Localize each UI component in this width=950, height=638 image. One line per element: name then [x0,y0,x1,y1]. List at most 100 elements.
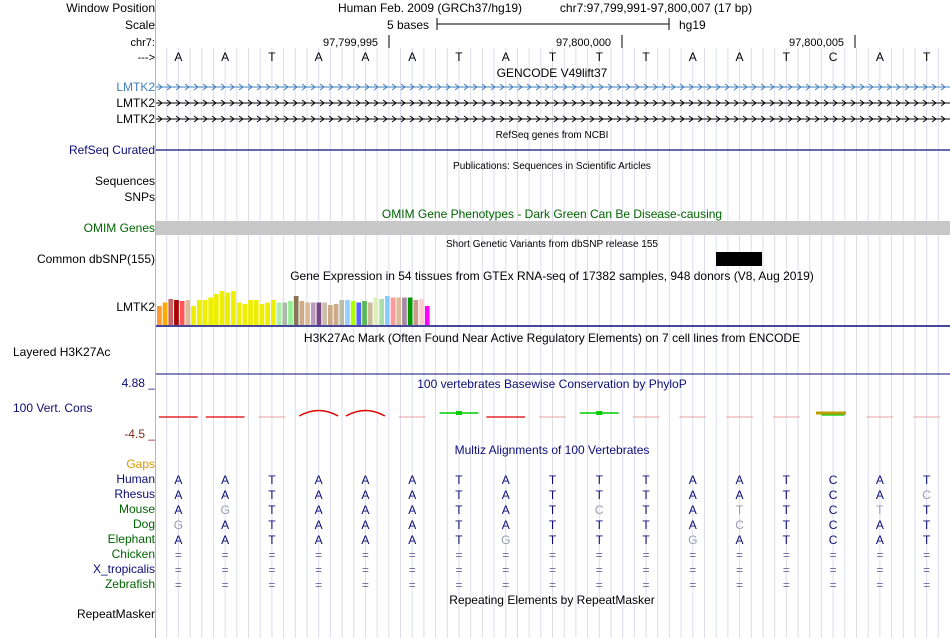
alignment-base: = [409,563,416,577]
alignment-base: = [830,563,837,577]
chevron-icon [157,99,163,107]
omim-genes-label[interactable]: OMIM Genes [83,221,155,235]
common-dbsnp-label[interactable]: Common dbSNP(155) [36,252,155,266]
species-label-rhesus[interactable]: Rhesus [114,487,155,501]
strand-label[interactable]: ---> [137,52,155,64]
alignment-base: A [174,473,182,487]
chrom-label[interactable]: chr7: [130,37,155,49]
chevron-icon [373,83,379,91]
gtex-tissue-bar [328,305,333,325]
chevron-icon [643,99,649,107]
chevron-icon [409,99,415,107]
alignment-base: = [923,563,930,577]
chevron-icon [913,83,919,91]
chevron-icon [688,83,694,91]
chevron-icon [769,83,775,91]
gtex-tissue-bar [271,300,276,325]
gencode-label-2[interactable]: LMTK2 [116,96,155,110]
gtex-lmtk2-label[interactable]: LMTK2 [116,300,155,314]
chevron-icon [940,99,946,107]
chevron-icon [661,115,667,123]
chevron-icon [535,115,541,123]
alignment-base: T [783,533,791,547]
alignment-base: A [315,488,323,502]
gtex-tissue-bar [231,291,236,325]
alignment-base: = [830,578,837,592]
ref-base: A [502,50,510,64]
alignment-base: = [455,563,462,577]
alignment-base: T [268,518,276,532]
gtex-tissue-bar [191,306,196,325]
species-label-elephant[interactable]: Elephant [107,532,155,546]
chevron-icon [553,99,559,107]
chevron-icon [310,115,316,123]
chevron-icon [859,99,865,107]
alignment-base: = [222,563,229,577]
publications-sequences-label[interactable]: Sequences [94,174,155,188]
chevron-icon [391,115,397,123]
gencode-label-3[interactable]: LMTK2 [116,112,155,126]
phylop-signal[interactable] [159,409,940,418]
omim-gene-bar[interactable] [156,221,950,235]
chevron-icon [562,115,568,123]
ref-base: A [174,50,182,64]
chevron-icon [301,115,307,123]
species-label-mouse[interactable]: Mouse [118,502,155,516]
gtex-tissue-bar [225,292,231,325]
species-label-x-tropicalis[interactable]: X_tropicalis [92,562,155,576]
chevron-icon [373,115,379,123]
species-label-human[interactable]: Human [116,472,155,486]
gtex-bar-chart[interactable] [157,291,430,325]
alignment-base: = [268,548,275,562]
scale-label[interactable]: Scale [124,18,155,32]
chevron-icon [940,115,946,123]
window-position-label[interactable]: Window Position [66,1,155,15]
chevron-icon [580,115,586,123]
multiz-alignment-grid[interactable]: A A T A A A T A T T T A A T C A TA A T A A A T A T T T A A T C A CA G T A A A… [174,473,932,592]
alignment-base: T [455,488,463,502]
publications-snps-label[interactable]: SNPs [124,190,155,204]
ref-base: T [455,50,463,64]
chevron-icon [166,83,172,91]
species-label-chicken[interactable]: Chicken [111,547,155,561]
chevron-icon [517,99,523,107]
chevron-icon [886,115,892,123]
species-label-zebrafish[interactable]: Zebrafish [104,577,155,591]
gencode-label-1[interactable]: LMTK2 [116,80,155,94]
ref-base: T [783,50,791,64]
chevron-icon [499,115,505,123]
gencode-tracks[interactable] [156,83,950,123]
alignment-base: T [642,488,650,502]
alignment-base: = [643,563,650,577]
alignment-base: C [922,488,931,502]
dbsnp-variant-block[interactable] [716,252,762,266]
chevron-icon [346,99,352,107]
repeatmasker-label[interactable]: RepeatMasker [76,607,155,621]
gtex-tissue-bar [402,297,407,325]
chevron-icon [373,99,379,107]
phylop-label[interactable]: 100 Vert. Cons [13,401,93,415]
alignment-base: T [783,518,791,532]
refseq-curated-label[interactable]: RefSeq Curated [68,143,155,157]
chevron-icon [193,99,199,107]
chevron-icon [337,115,343,123]
species-label-dog[interactable]: Dog [132,517,155,531]
chevron-icon [382,115,388,123]
chevron-icon [535,99,541,107]
chevron-icon [202,99,208,107]
alignment-base: T [783,473,791,487]
multiz-gaps-label[interactable]: Gaps [126,457,155,471]
alignment-base: A [502,473,510,487]
layered-h3k27ac-label[interactable]: Layered H3K27Ac [13,345,111,359]
chevron-icon [616,83,622,91]
chevron-icon [742,83,748,91]
chevron-icon [364,83,370,91]
alignment-base: T [876,503,884,517]
alignment-base: G [220,503,229,517]
chevron-icon [760,83,766,91]
chevron-icon [247,115,253,123]
chevron-icon [679,83,685,91]
chevron-icon [400,83,406,91]
chevron-icon [418,83,424,91]
